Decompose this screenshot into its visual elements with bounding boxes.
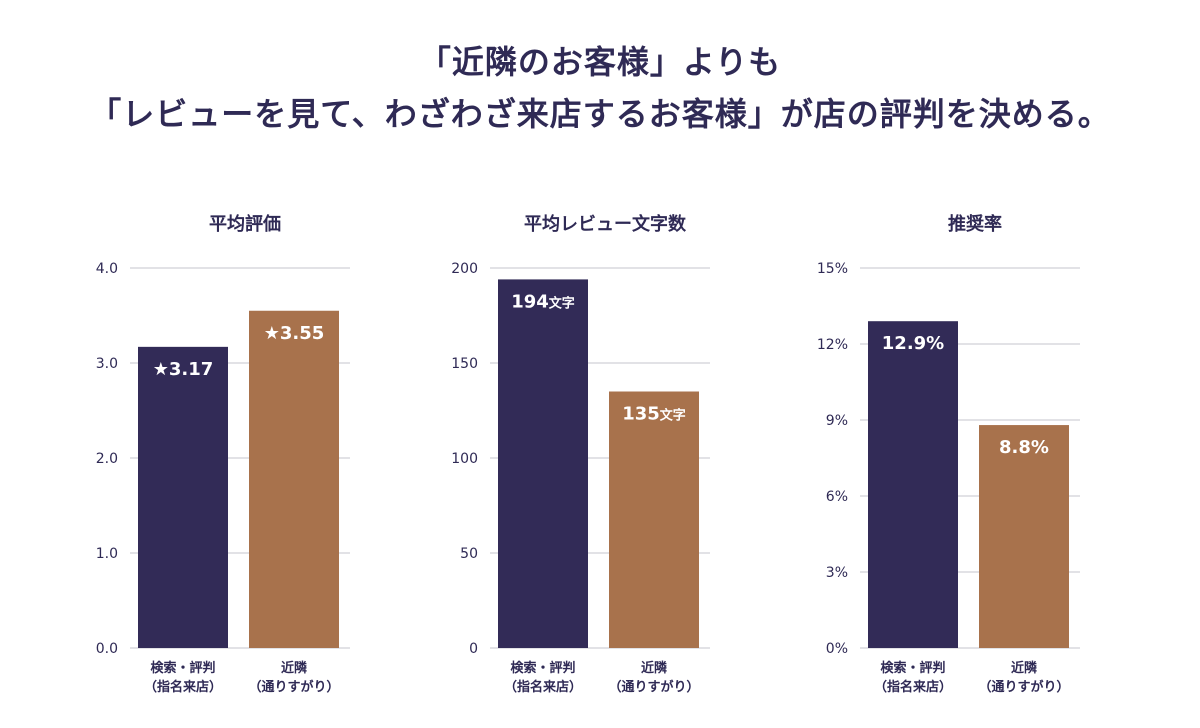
x-category-label: 検索・評判 bbox=[880, 660, 945, 676]
bar-value-label: 194文字 bbox=[511, 291, 575, 312]
y-tick-label: 4.0 bbox=[96, 261, 118, 277]
bar-search bbox=[498, 279, 588, 648]
y-tick-label: 100 bbox=[451, 451, 478, 467]
y-tick-label: 15% bbox=[817, 261, 848, 277]
bar-nearby bbox=[249, 310, 339, 648]
y-tick-label: 50 bbox=[460, 546, 478, 562]
y-tick-label: 3.0 bbox=[96, 356, 118, 372]
chart-title: 平均評価 bbox=[209, 214, 281, 235]
y-tick-label: 0 bbox=[469, 641, 478, 657]
chart-plot: 0% 3% 6% 9% 12% 15% 12.9% 検索・評判 （指名来店） 8.8% 近隣 （通りす… bbox=[817, 261, 1080, 695]
y-tick-label: 6% bbox=[826, 489, 848, 505]
bar-value-label: 8.8% bbox=[999, 437, 1049, 458]
y-tick-label: 3% bbox=[826, 565, 848, 581]
bar-search bbox=[138, 346, 228, 648]
chart-title: 平均レビュー文字数 bbox=[524, 214, 686, 235]
chart-recommendation-rate: 推奨率 0% 3% 6% 9% 12% 15% 12.9% 検索・評判 （指名来店） 8.8% 近隣… bbox=[810, 210, 1140, 710]
x-category-label: （指名来店） bbox=[504, 679, 582, 695]
chart-average-review-length: 平均レビュー文字数 0 50 100 150 200 194文字検索・評判 （指名来店） 13… bbox=[440, 210, 770, 710]
x-category-label: 近隣 bbox=[1011, 660, 1037, 676]
y-tick-label: 0.0 bbox=[96, 641, 118, 657]
x-category-label: （指名来店） bbox=[144, 679, 222, 695]
bar-value-label: 12.9% bbox=[882, 333, 944, 354]
x-category-label: （通りすがり） bbox=[608, 679, 699, 695]
x-category-label: 検索・評判 bbox=[150, 660, 215, 676]
bar-value-label: ★3.55 bbox=[264, 323, 325, 344]
x-category-label: 近隣 bbox=[641, 660, 667, 676]
bar-value-label: ★3.17 bbox=[153, 359, 214, 380]
x-category-label: （通りすがり） bbox=[978, 679, 1069, 695]
x-category-label: （通りすがり） bbox=[248, 679, 339, 695]
headline-line-2: 「レビューを見て、わざわざ来店するお客様」が店の評判を決める。 bbox=[89, 95, 1111, 133]
y-tick-label: 150 bbox=[451, 356, 478, 372]
bar-search bbox=[868, 321, 958, 648]
x-category-label: 近隣 bbox=[281, 660, 307, 676]
y-tick-label: 200 bbox=[451, 261, 478, 277]
y-tick-label: 0% bbox=[826, 641, 848, 657]
chart-plot: 0.0 1.0 2.0 3.0 4.0 ★3.17 検索・評判 （指名来店） ★3.55 近隣 （通… bbox=[96, 261, 350, 695]
y-tick-label: 1.0 bbox=[96, 546, 118, 562]
y-tick-label: 2.0 bbox=[96, 451, 118, 467]
bar-nearby bbox=[979, 425, 1069, 648]
x-category-label: （指名来店） bbox=[874, 679, 952, 695]
bar-nearby bbox=[609, 391, 699, 648]
headline-line-1: 「近隣のお客様」よりも bbox=[418, 43, 782, 81]
chart-title: 推奨率 bbox=[948, 214, 1002, 235]
bar-value-label: 135文字 bbox=[622, 404, 686, 425]
chart-average-rating: 平均評価 0.0 1.0 2.0 3.0 4.0 ★3.17 検索・評判 （指名来店） ★3.5… bbox=[80, 210, 410, 710]
x-category-label: 検索・評判 bbox=[510, 660, 575, 676]
y-tick-label: 9% bbox=[826, 413, 848, 429]
y-tick-label: 12% bbox=[817, 337, 848, 353]
headline: 「近隣のお客様」よりも 「レビューを見て、わざわざ来店するお客様」が店の評判を決… bbox=[0, 36, 1200, 140]
